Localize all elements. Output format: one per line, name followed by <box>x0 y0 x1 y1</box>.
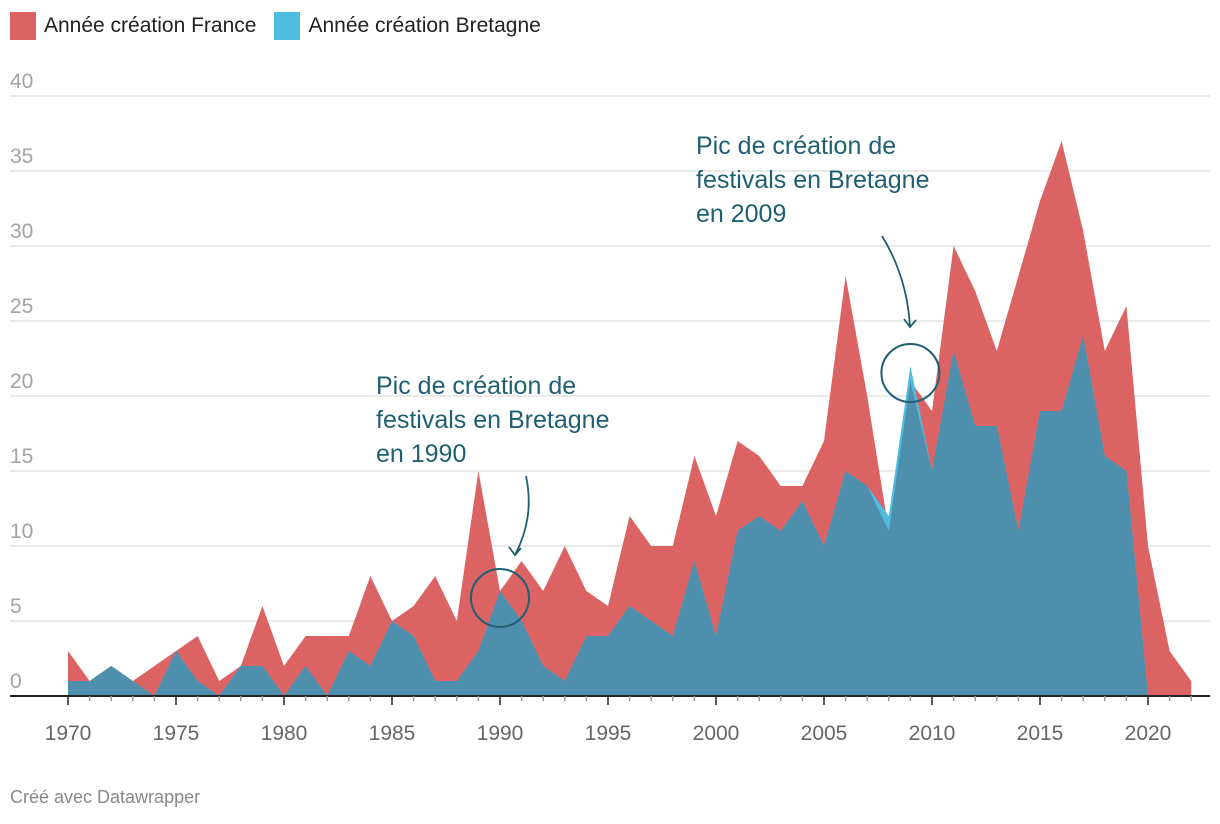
y-tick-label-5: 5 <box>10 595 22 618</box>
y-tick-label-30: 30 <box>10 220 33 243</box>
legend-swatch-france <box>10 12 36 40</box>
x-tick-label-2000: 2000 <box>693 722 740 745</box>
chart-legend: Année création France Année création Bre… <box>10 12 559 40</box>
credit-text: Créé avec Datawrapper <box>10 787 201 807</box>
x-tick-label-1970: 1970 <box>45 722 92 745</box>
y-tick-label-20: 20 <box>10 370 33 393</box>
y-tick-label-25: 25 <box>10 295 33 318</box>
legend-swatch-bretagne <box>274 12 301 40</box>
x-tick-label-1975: 1975 <box>153 722 200 745</box>
y-axis-ticks: 0 5 10 15 20 25 30 35 40 <box>10 70 33 693</box>
annotation-1990-arrowhead <box>508 546 522 557</box>
annotation-2009-text-1: Pic de création de <box>696 132 896 160</box>
annotation-1990-arrow <box>514 475 530 556</box>
legend-label-bretagne: Année création Bretagne <box>308 14 541 37</box>
y-tick-label-10: 10 <box>10 520 33 543</box>
x-tick-label-2010: 2010 <box>909 722 956 745</box>
x-tick-label-2020: 2020 <box>1125 722 1172 745</box>
annotation-2009-arrow <box>881 235 911 328</box>
series-area-overlap <box>68 336 1148 696</box>
y-tick-label-35: 35 <box>10 145 33 168</box>
legend-label-france: Année création France <box>44 14 257 37</box>
annotation-2009-arrowhead <box>903 318 917 329</box>
x-tick-label-2015: 2015 <box>1017 722 1064 745</box>
legend-item-bretagne[interactable]: Année création Bretagne <box>274 12 541 40</box>
annotation-2009-circle <box>880 343 941 403</box>
x-tick-label-1980: 1980 <box>261 722 308 745</box>
annotation-2009: Pic de création de festivals en Bretagne e… <box>696 132 941 403</box>
annotation-1990: Pic de création de festivals en Bretagne e… <box>376 372 609 628</box>
x-axis: 1970 1975 1980 1985 1990 1995 2000 2005 2010 2015… <box>10 695 1210 745</box>
annotations: Pic de création de festivals en Bretagne e… <box>376 132 941 628</box>
x-tick-label-1990: 1990 <box>477 722 524 745</box>
annotation-1990-text-1: Pic de création de <box>376 372 576 400</box>
annotation-1990-text-2: festivals en Bretagne <box>376 406 609 434</box>
annotation-2009-text-3: en 2009 <box>696 200 786 228</box>
legend-item-france[interactable]: Année création France <box>10 12 256 40</box>
annotation-1990-circle <box>470 568 530 628</box>
y-tick-label-40: 40 <box>10 70 33 93</box>
chart-areas <box>68 141 1192 696</box>
annotation-2009-text-2: festivals en Bretagne <box>696 166 929 194</box>
annotation-1990-text-3: en 1990 <box>376 440 466 468</box>
x-tick-label-2005: 2005 <box>801 722 848 745</box>
x-tick-label-1985: 1985 <box>369 722 416 745</box>
y-tick-label-15: 15 <box>10 445 33 468</box>
y-tick-label-0: 0 <box>10 670 22 693</box>
x-tick-label-1995: 1995 <box>585 722 632 745</box>
